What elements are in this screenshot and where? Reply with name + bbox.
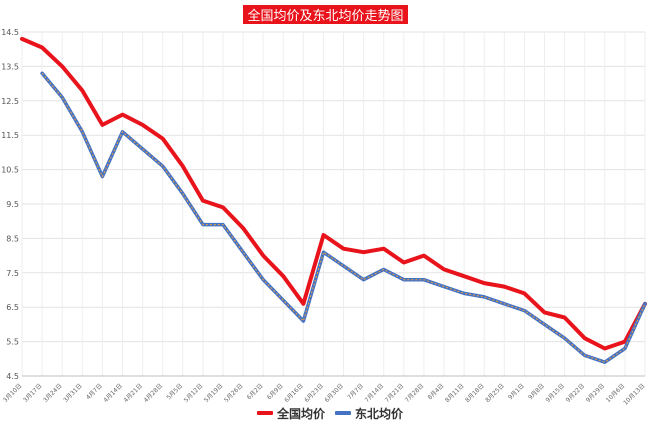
x-tick-label: 4月7日 bbox=[85, 382, 104, 401]
chart-title: 全国均价及东北均价走势图 bbox=[243, 5, 408, 24]
x-tick-label: 8月4日 bbox=[427, 382, 446, 401]
y-tick-label: 4.5 bbox=[6, 372, 19, 381]
y-tick-label: 10.5 bbox=[1, 166, 19, 175]
x-tick-label: 10月13日 bbox=[622, 382, 646, 406]
x-tick-label: 8月18日 bbox=[464, 382, 486, 404]
x-tick-label: 4月14日 bbox=[102, 382, 124, 404]
y-tick-label: 12.5 bbox=[1, 97, 19, 106]
x-tick-label: 6月16日 bbox=[283, 382, 305, 404]
legend-item-national: 全国均价 bbox=[257, 405, 325, 422]
y-tick-label: 11.5 bbox=[1, 131, 19, 140]
legend: 全国均价 东北均价 bbox=[257, 405, 413, 421]
x-tick-label: 9月29日 bbox=[585, 382, 607, 404]
y-tick-label: 6.5 bbox=[6, 303, 19, 312]
x-tick-label: 5月12日 bbox=[183, 382, 205, 404]
series-line-national bbox=[20, 36, 647, 351]
legend-item-northeast: 东北均价 bbox=[335, 405, 403, 422]
x-tick-label: 9月8日 bbox=[527, 382, 546, 401]
x-tick-label: 6月23日 bbox=[303, 382, 325, 404]
x-tick-label: 7月28日 bbox=[404, 382, 426, 404]
x-tick-label: 3月10日 bbox=[2, 382, 24, 404]
x-tick-label: 3月31日 bbox=[62, 382, 84, 404]
legend-swatch-national bbox=[257, 411, 273, 415]
legend-label-northeast: 东北均价 bbox=[355, 406, 404, 421]
y-tick-label: 14.5 bbox=[1, 28, 19, 37]
x-tick-label: 9月15日 bbox=[544, 382, 566, 404]
x-tick-label: 4月21日 bbox=[122, 382, 144, 404]
y-tick-label: 9.5 bbox=[6, 200, 19, 209]
x-tick-label: 5月5日 bbox=[165, 382, 184, 401]
x-tick-label: 5月19日 bbox=[203, 382, 225, 404]
x-tick-label: 8月11日 bbox=[444, 382, 466, 404]
x-tick-label: 7月7日 bbox=[346, 382, 365, 401]
x-tick-label: 5月26日 bbox=[223, 382, 245, 404]
y-tick-label: 13.5 bbox=[1, 62, 19, 71]
y-tick-label: 7.5 bbox=[6, 269, 19, 278]
legend-label-national: 全国均价 bbox=[277, 406, 326, 421]
x-tick-label: 3月17日 bbox=[22, 382, 44, 404]
x-tick-label: 7月14日 bbox=[364, 382, 386, 404]
legend-swatch-northeast bbox=[335, 411, 352, 415]
x-tick-label: 3月24日 bbox=[42, 382, 64, 404]
y-tick-label: 8.5 bbox=[6, 234, 19, 243]
x-tick-label: 6月2日 bbox=[246, 382, 265, 401]
x-tick-label: 6月30日 bbox=[323, 382, 345, 404]
x-tick-label: 9月22日 bbox=[565, 382, 587, 404]
x-tick-label: 4月28日 bbox=[143, 382, 165, 404]
x-tick-label: 8月25日 bbox=[484, 382, 506, 404]
x-tick-label: 9月1日 bbox=[507, 382, 526, 401]
y-tick-label: 5.5 bbox=[6, 338, 19, 347]
x-tick-label: 6月9日 bbox=[266, 382, 285, 401]
x-tick-label: 7月21日 bbox=[384, 382, 406, 404]
